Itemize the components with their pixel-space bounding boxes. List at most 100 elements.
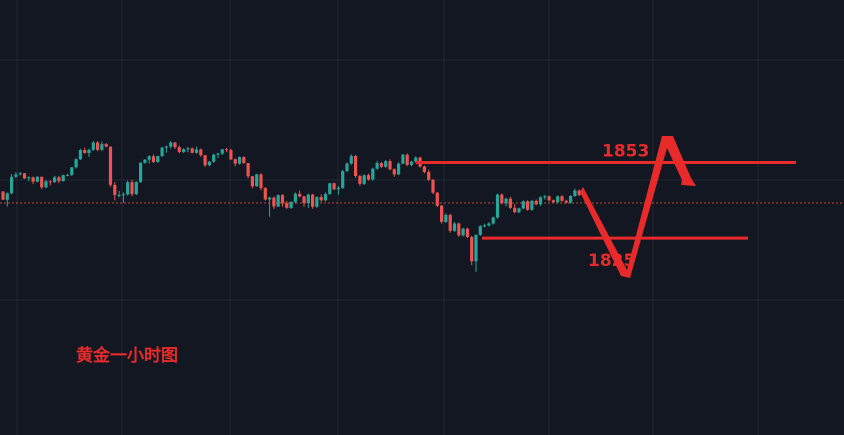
candle-body <box>431 179 435 193</box>
candle-body <box>268 197 272 200</box>
candle-body <box>298 193 302 197</box>
candle-body <box>272 197 276 207</box>
candle-body <box>40 176 44 188</box>
candle <box>108 146 113 187</box>
candle <box>220 149 224 155</box>
candle <box>182 148 186 154</box>
candle-body <box>405 154 409 165</box>
candle-body <box>57 177 61 182</box>
candle-body <box>113 184 117 195</box>
candle <box>293 192 297 204</box>
candle-body <box>117 194 121 196</box>
candle <box>384 160 388 168</box>
candle <box>35 176 39 183</box>
candle <box>83 147 87 154</box>
candle-body <box>5 193 9 200</box>
candle <box>371 167 375 181</box>
candle-body <box>199 149 203 156</box>
candle-body <box>474 234 478 262</box>
candle-body <box>392 169 396 175</box>
candle <box>263 187 267 201</box>
candle <box>409 160 414 167</box>
candle <box>513 204 517 214</box>
candle-body <box>74 159 78 168</box>
candle <box>100 141 104 152</box>
candle-body <box>564 200 568 203</box>
candle <box>272 196 276 209</box>
candle-body <box>457 223 461 236</box>
candle <box>156 155 160 163</box>
candle <box>44 179 48 189</box>
candle <box>556 195 560 204</box>
candle <box>414 156 418 164</box>
candle-body <box>534 200 538 205</box>
candle-body <box>285 203 289 208</box>
candle <box>10 174 14 195</box>
candle <box>18 171 22 176</box>
candle-body <box>10 176 14 194</box>
candle <box>130 179 134 197</box>
candle <box>534 199 538 206</box>
candle-body <box>126 182 130 195</box>
candle-body <box>487 223 491 226</box>
candle-body <box>289 201 293 208</box>
candle-body <box>78 150 82 160</box>
candle-body <box>53 177 57 183</box>
candle-body <box>100 144 104 150</box>
candle <box>70 167 74 176</box>
candle-body <box>543 196 547 198</box>
candle-body <box>255 174 259 187</box>
candle <box>362 174 366 185</box>
candle <box>164 145 168 153</box>
candle-body <box>560 196 564 201</box>
candle-body <box>70 167 74 175</box>
candle-body <box>147 156 151 160</box>
candle-body <box>513 207 517 213</box>
candle <box>332 182 336 191</box>
candle-body <box>225 149 229 151</box>
candle <box>530 200 534 211</box>
candle-body <box>35 176 39 182</box>
candle <box>354 154 358 178</box>
resistance-label: 1853 <box>602 142 649 162</box>
candle <box>199 148 203 157</box>
candle-body <box>164 146 168 148</box>
candle <box>302 195 306 207</box>
candle-body <box>27 177 31 179</box>
candle <box>186 146 190 153</box>
candle-body <box>422 166 426 172</box>
candle <box>551 199 555 204</box>
candle-body <box>134 181 138 195</box>
candle <box>375 160 379 170</box>
candle <box>96 141 100 152</box>
candle <box>173 141 177 149</box>
candle-body <box>440 205 444 222</box>
candle-body <box>18 173 22 175</box>
candle-body <box>121 194 125 196</box>
candle <box>319 194 323 202</box>
candle-body <box>371 168 375 180</box>
candle <box>478 225 482 236</box>
candle <box>5 192 9 207</box>
candle-body <box>229 150 233 160</box>
candle <box>465 227 469 239</box>
candle-body <box>44 181 48 188</box>
candle-body <box>336 187 340 190</box>
candle-body <box>349 156 353 164</box>
candle <box>237 156 242 165</box>
candle-body <box>323 194 328 201</box>
candle <box>190 147 194 154</box>
candle-body <box>465 228 469 238</box>
candle <box>177 145 181 154</box>
chart-caption: 黄金一小时图 <box>76 345 178 366</box>
candle-body <box>237 157 242 164</box>
candle-body <box>151 156 156 162</box>
candle-body <box>259 174 263 189</box>
candle-body <box>315 197 319 207</box>
candle <box>491 216 495 225</box>
candle <box>422 165 426 174</box>
candle-body <box>478 226 482 235</box>
candle-body <box>397 163 401 175</box>
candle-body <box>48 181 52 183</box>
candle <box>457 222 461 238</box>
